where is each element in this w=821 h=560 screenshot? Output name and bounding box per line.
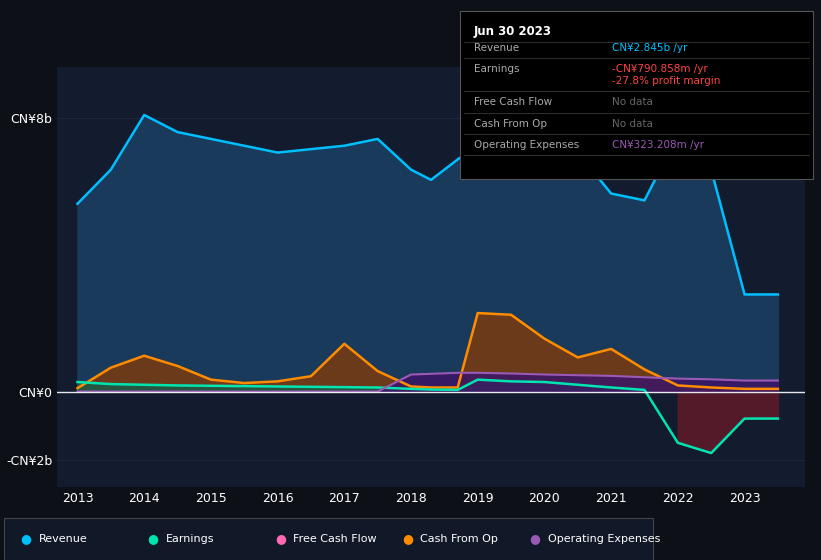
- Text: Free Cash Flow: Free Cash Flow: [293, 534, 377, 544]
- Text: ●: ●: [275, 532, 286, 545]
- Text: -27.8% profit margin: -27.8% profit margin: [612, 76, 720, 86]
- Text: No data: No data: [612, 97, 653, 108]
- Text: Free Cash Flow: Free Cash Flow: [474, 97, 552, 108]
- Text: CN¥323.208m /yr: CN¥323.208m /yr: [612, 140, 704, 150]
- Text: Earnings: Earnings: [166, 534, 214, 544]
- Text: Jun 30 2023: Jun 30 2023: [474, 25, 552, 39]
- Text: Earnings: Earnings: [474, 64, 519, 74]
- Text: Revenue: Revenue: [474, 43, 519, 53]
- Text: No data: No data: [612, 119, 653, 129]
- Text: Operating Expenses: Operating Expenses: [474, 140, 579, 150]
- Text: ●: ●: [402, 532, 413, 545]
- Text: Cash From Op: Cash From Op: [474, 119, 547, 129]
- Text: -CN¥790.858m /yr: -CN¥790.858m /yr: [612, 64, 708, 74]
- Text: ●: ●: [21, 532, 31, 545]
- Text: Revenue: Revenue: [39, 534, 87, 544]
- Text: ●: ●: [530, 532, 540, 545]
- Text: Operating Expenses: Operating Expenses: [548, 534, 660, 544]
- Text: Cash From Op: Cash From Op: [420, 534, 498, 544]
- Text: ●: ●: [148, 532, 158, 545]
- Text: CN¥2.845b /yr: CN¥2.845b /yr: [612, 43, 687, 53]
